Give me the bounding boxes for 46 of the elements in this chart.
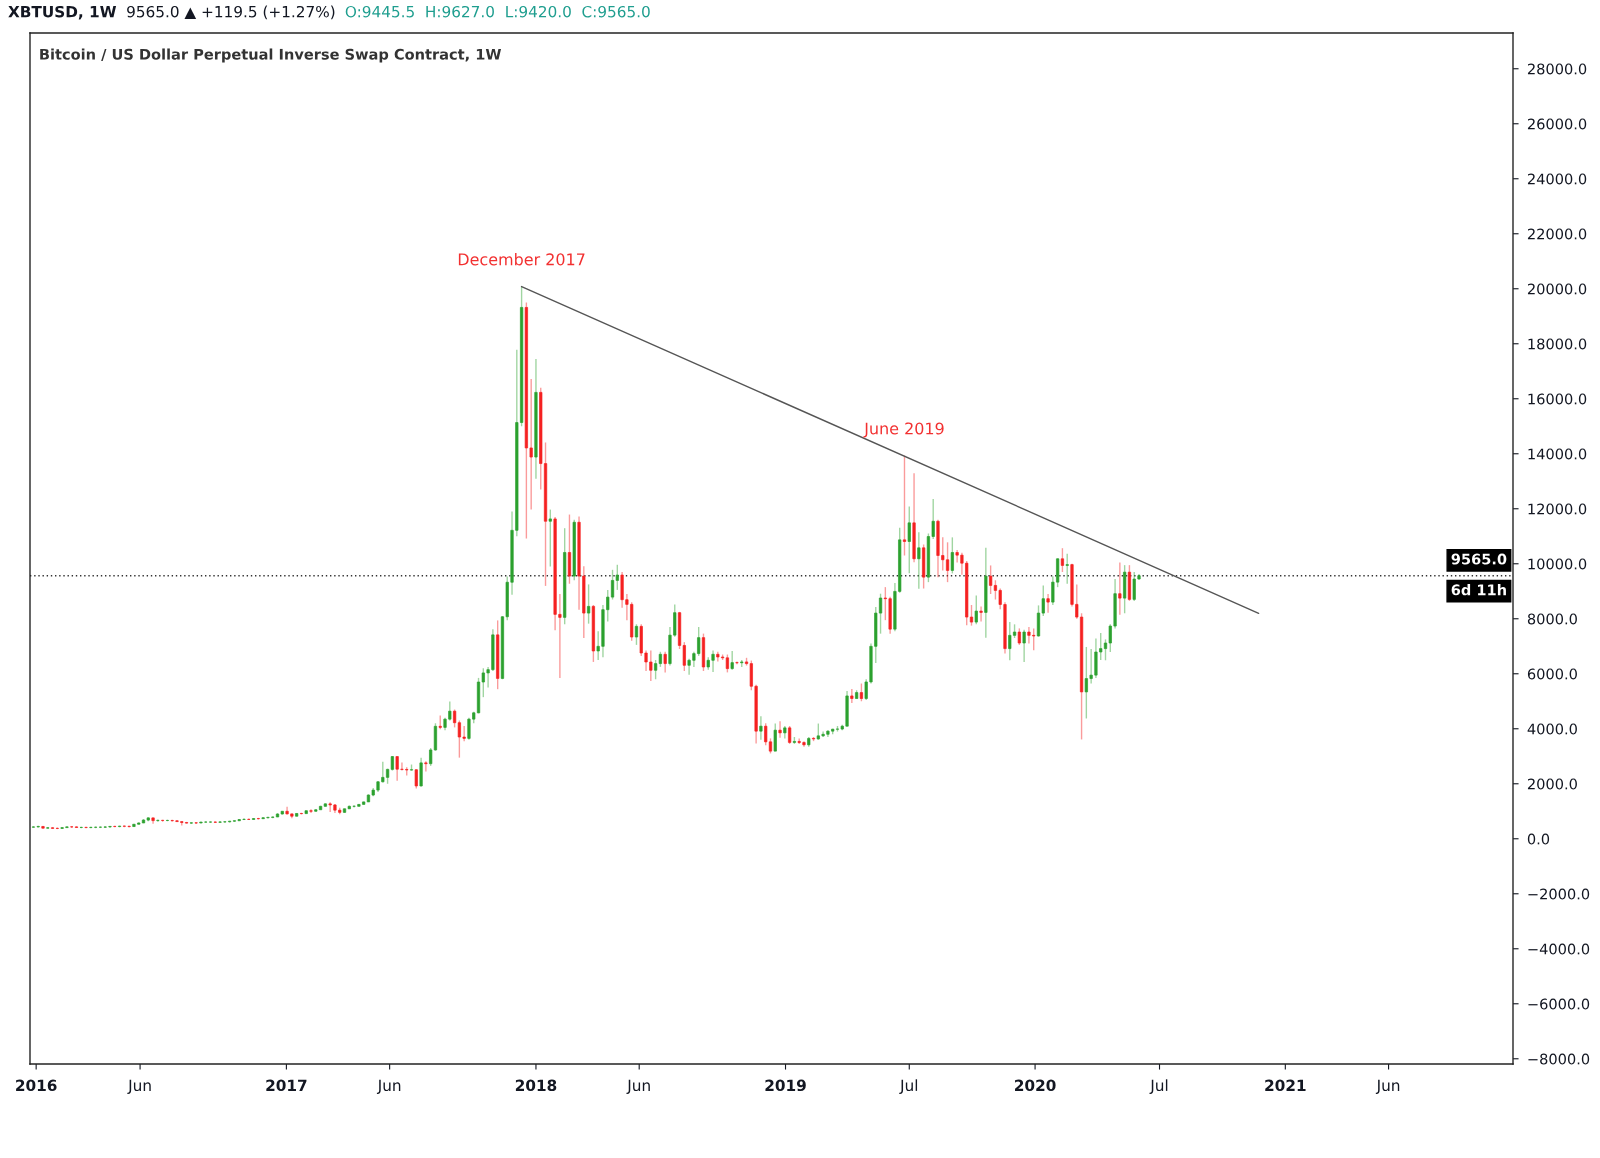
- text: H:9627.0: [426, 5, 494, 18]
- candlestick: [778, 720, 782, 739]
- y-tick-label: 14000.0: [1528, 448, 1587, 460]
- annotation: June 2019: [863, 422, 944, 438]
- x-tick-label: Jun: [626, 1079, 650, 1094]
- annotation: 6d 11h: [1451, 584, 1506, 596]
- text: XBTUSD, 1W: [8, 5, 117, 20]
- y-tick-label: 2000.0: [1527, 778, 1577, 790]
- x-tick-label: Jul: [899, 1079, 918, 1094]
- y-tick-label: 6000.0: [1527, 668, 1577, 680]
- y-tick-label: 10000.0: [1528, 558, 1587, 570]
- annotation: December 2017: [458, 253, 585, 266]
- y-tick-label: −8000.0: [1528, 1053, 1590, 1065]
- y-tick-label: −6000.0: [1528, 998, 1590, 1010]
- x-tick-label: 2017: [266, 1079, 307, 1092]
- y-tick-label: 26000.0: [1527, 118, 1587, 130]
- x-tick-label: 2021: [1265, 1079, 1306, 1092]
- text: C:9565.0: [582, 5, 650, 18]
- y-tick-label: 12000.0: [1528, 503, 1587, 515]
- x-tick-label: 2016: [16, 1079, 57, 1092]
- y-tick-label: −2000.0: [1528, 888, 1590, 900]
- x-tick-label: 2020: [1015, 1079, 1056, 1092]
- x-tick-label: Jun: [1375, 1079, 1400, 1094]
- y-tick-label: 0.0: [1527, 833, 1550, 845]
- y-tick-label: −4000.0: [1528, 943, 1590, 955]
- x-tick-label: Jun: [127, 1079, 151, 1094]
- y-tick-label: 20000.0: [1527, 283, 1587, 295]
- y-tick-label: 8000.0: [1527, 613, 1577, 625]
- x-tick-label: Jul: [1149, 1079, 1168, 1094]
- text: 9565.0 ▲ +119.5 (+1.27%): [127, 5, 335, 20]
- y-tick-label: 22000.0: [1527, 228, 1587, 240]
- x-tick-label: 2019: [765, 1079, 806, 1092]
- text: L:9420.0: [506, 5, 571, 18]
- candlestick: [979, 605, 983, 623]
- y-tick-label: 24000.0: [1527, 173, 1587, 185]
- candlestick: [424, 760, 428, 773]
- text: O:9445.5: [345, 5, 414, 18]
- y-tick-label: 18000.0: [1528, 338, 1587, 350]
- text: Bitcoin / US Dollar Perpetual Inverse Swap Contract, 1W: [40, 48, 502, 63]
- y-tick-label: 28000.0: [1527, 63, 1587, 75]
- y-tick-label: 16000.0: [1528, 393, 1587, 405]
- y-tick-label: 4000.0: [1527, 723, 1577, 735]
- ref-line-label: 9565.0: [1451, 553, 1507, 565]
- x-tick-label: 2018: [515, 1079, 557, 1092]
- x-tick-label: Jun: [376, 1079, 401, 1094]
- candlestick: [850, 688, 854, 704]
